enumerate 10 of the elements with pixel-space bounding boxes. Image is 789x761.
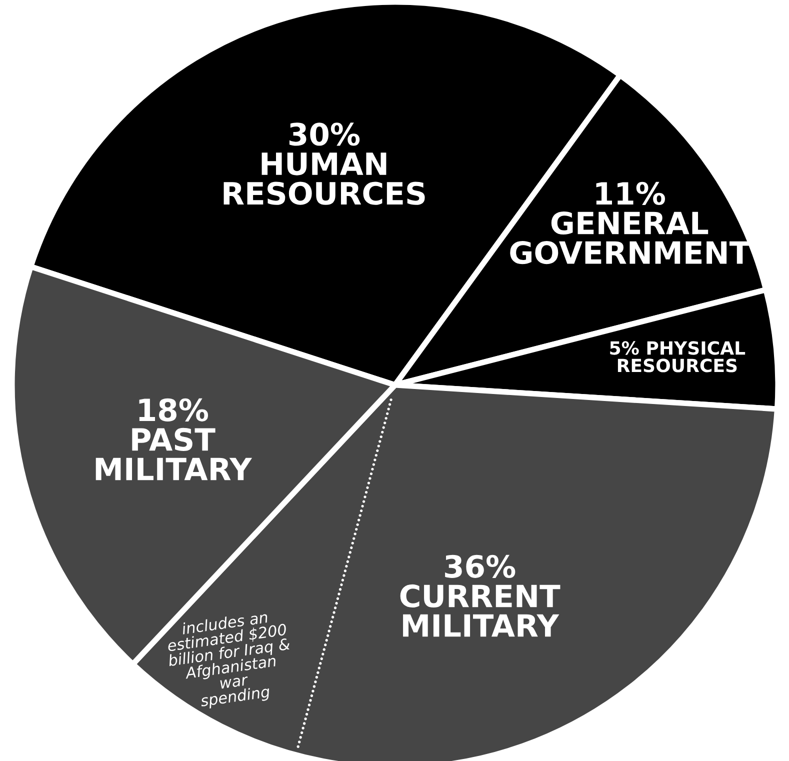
legend-label: CURRENT MILITARY	[400, 584, 560, 637]
data-label: 11%	[596, 182, 666, 205]
data-label: 36%	[445, 554, 516, 578]
slice-label: GENERAL GOVERNMENT	[510, 211, 750, 264]
data-label: 30%	[289, 122, 360, 146]
slice-label: 5% PHYSICAL RESOURCES	[610, 341, 746, 372]
slice-label: PAST MILITARY	[96, 428, 252, 480]
text: includes an estimated $200 billion for Iraq & Afghanistan war spending	[167, 610, 291, 710]
data-label: 18%	[139, 398, 208, 422]
slice-label: HUMAN RESOURCES	[224, 152, 425, 205]
